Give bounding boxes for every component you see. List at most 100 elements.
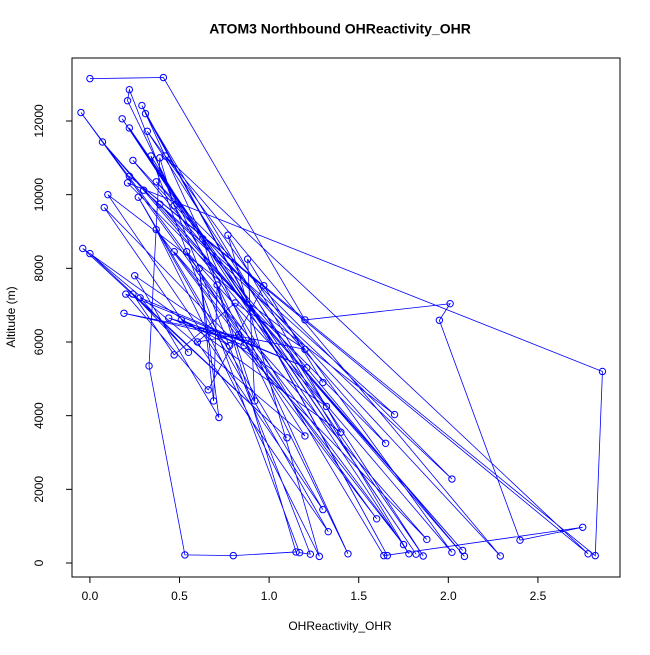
data-point (412, 550, 420, 558)
x-tick-label: 1.5 (350, 589, 367, 603)
data-point (301, 316, 309, 324)
data-point (231, 299, 239, 307)
y-tick-label: 12000 (32, 104, 46, 138)
x-axis-label: OHReactivity_OHR (288, 619, 392, 633)
data-point (516, 536, 524, 544)
data-point (591, 551, 599, 560)
data-point (380, 551, 388, 560)
data-point (79, 244, 87, 253)
data-point (319, 505, 327, 514)
data-point (405, 550, 413, 558)
data-point (251, 397, 259, 405)
data-point (213, 281, 221, 289)
y-tick-label: 8000 (32, 255, 46, 282)
data-point (381, 439, 390, 447)
data-point (125, 124, 134, 132)
data-point (598, 367, 607, 376)
data-point (125, 172, 134, 180)
data-point (435, 316, 444, 324)
data-point (446, 299, 454, 308)
data-point (206, 327, 214, 335)
data-point (234, 330, 243, 339)
data-point (448, 548, 456, 557)
data-point (295, 548, 304, 557)
data-point (460, 552, 469, 561)
data-point (301, 432, 309, 440)
data-point (344, 550, 352, 558)
data-point (86, 249, 94, 258)
data-point (195, 264, 203, 273)
data-point (136, 294, 144, 302)
y-tick-label: 2000 (32, 476, 46, 503)
data-point (260, 281, 268, 290)
data-point (152, 225, 160, 234)
data-point (240, 341, 248, 350)
data-point (122, 290, 130, 298)
data-point (399, 540, 408, 549)
data-point (123, 97, 132, 105)
data-point (131, 271, 139, 280)
data-point (139, 186, 148, 194)
x-tick-label: 0.0 (82, 589, 99, 603)
data-point (372, 515, 381, 523)
y-tick-label: 10000 (32, 178, 46, 212)
x-tick-label: 0.5 (171, 589, 188, 603)
series-line (80, 77, 603, 557)
data-point (156, 154, 164, 162)
data-point (134, 193, 143, 201)
data-point (448, 475, 456, 483)
data-point (224, 231, 232, 239)
data-point (182, 248, 191, 256)
chart-title: ATOM3 Northbound OHReactivity_OHR (209, 21, 471, 37)
data-point (77, 108, 85, 117)
data-point (315, 552, 323, 561)
data-point (390, 410, 399, 419)
data-point (170, 351, 178, 359)
data-point (306, 550, 315, 558)
y-tick-label: 4000 (32, 402, 46, 429)
data-point (319, 378, 327, 387)
data-point (283, 434, 291, 442)
data-point (161, 152, 169, 160)
data-point (170, 202, 178, 210)
data-point (579, 523, 587, 531)
data-point (152, 178, 160, 186)
y-axis-label: Altitude (m) (4, 286, 18, 347)
x-tick-label: 2.5 (530, 589, 547, 603)
data-point (181, 551, 189, 559)
data-point (141, 109, 150, 118)
data-point (123, 179, 132, 187)
plot-frame (71, 57, 621, 578)
data-point (337, 428, 345, 436)
data-point (215, 413, 223, 422)
data-point (199, 235, 207, 243)
data-point (301, 345, 309, 354)
y-tick-label: 6000 (32, 328, 46, 355)
data-point (100, 203, 108, 212)
data-point (125, 85, 134, 94)
data-point (322, 402, 331, 411)
data-point (145, 362, 153, 370)
data-point (324, 527, 332, 536)
data-point (303, 364, 311, 372)
x-tick-label: 1.0 (261, 589, 278, 603)
data-point (177, 316, 186, 324)
data-point (129, 290, 137, 298)
data-point (98, 138, 107, 146)
data-point (147, 152, 155, 160)
data-point (247, 338, 255, 346)
data-point (143, 127, 151, 136)
data-point (104, 190, 112, 199)
data-point (165, 314, 173, 322)
data-point (156, 200, 164, 208)
x-tick-label: 2.0 (440, 589, 457, 603)
data-point (138, 101, 146, 110)
data-point (209, 397, 218, 405)
data-point (129, 156, 137, 165)
data-point (120, 309, 128, 317)
data-point (204, 386, 212, 394)
data-point (170, 248, 178, 256)
data-point (243, 255, 252, 263)
